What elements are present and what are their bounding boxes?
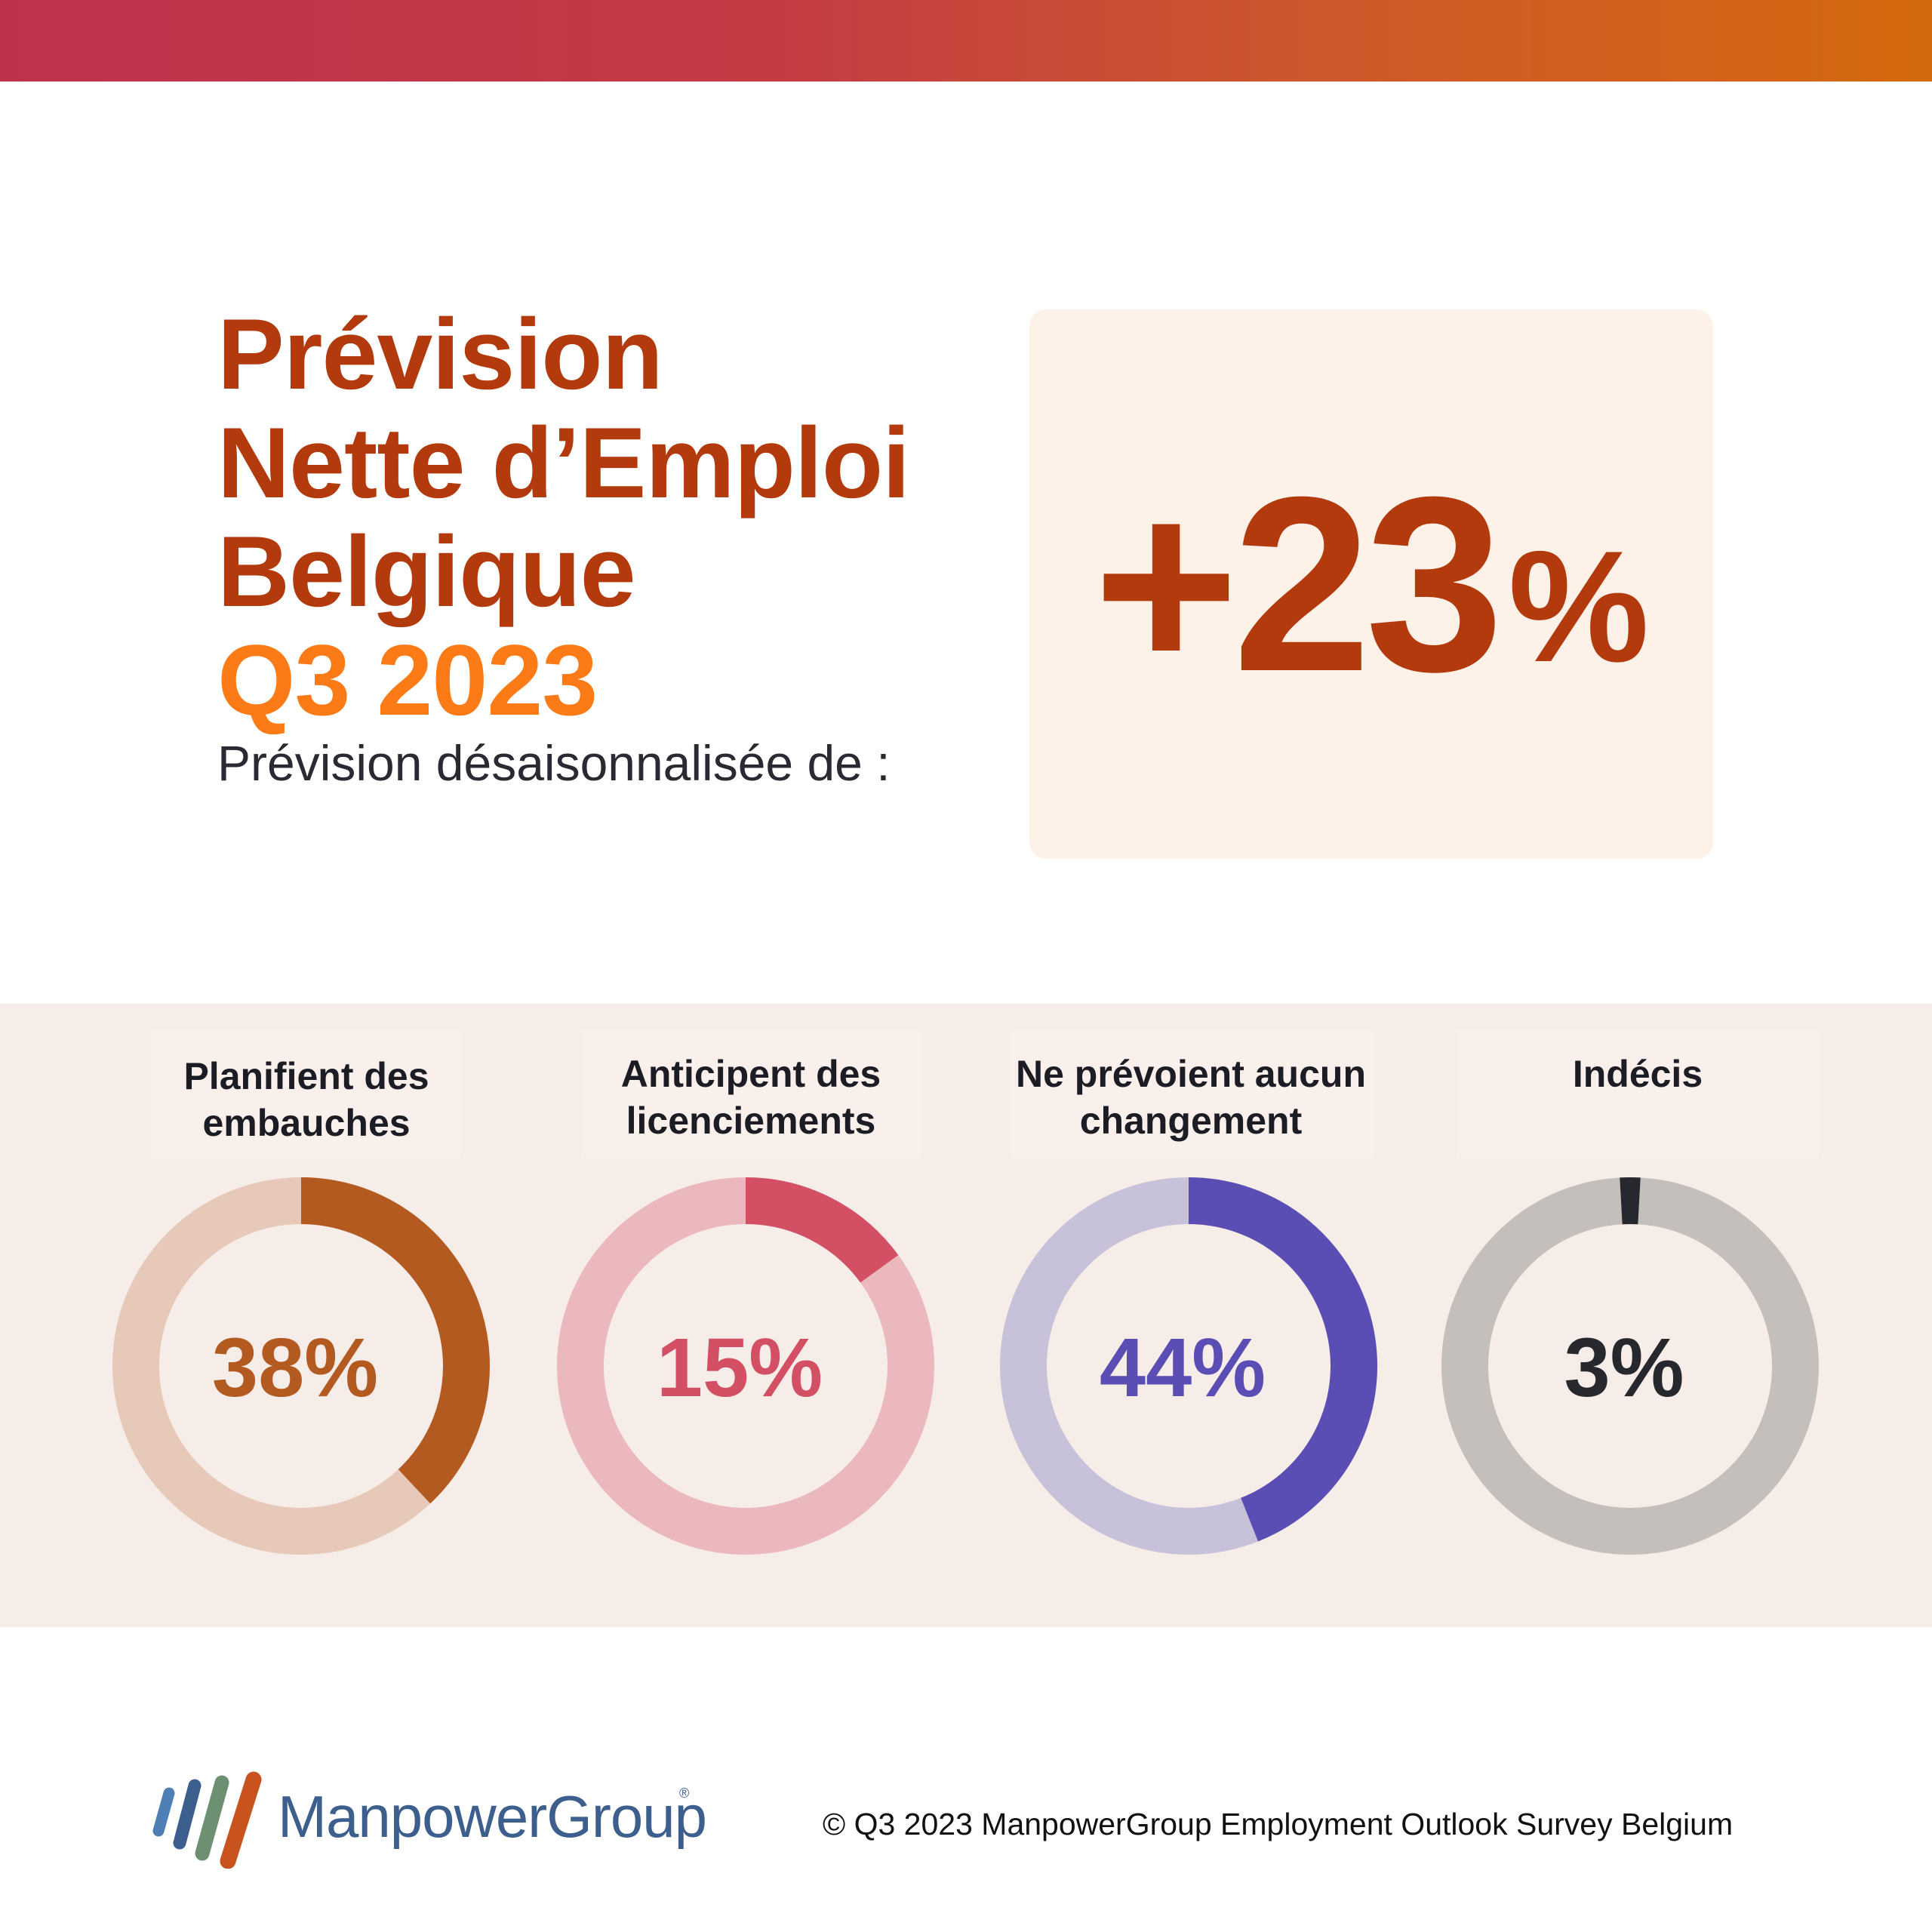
- donut-segment-no-change: [1188, 1177, 1377, 1542]
- top-gradient-bar: [0, 0, 1932, 82]
- label-background-1: [151, 1030, 460, 1158]
- stat-label-no-change-line-1: Ne prévoient aucun: [1016, 1053, 1366, 1095]
- donut-segment-hiring: [300, 1177, 490, 1504]
- headline: Prévision Nette d’Emploi Belgique Q3 202…: [217, 299, 910, 737]
- forecast-unit: %: [1508, 518, 1650, 695]
- stat-label-hiring-line-1: Planifient des: [183, 1055, 429, 1097]
- stat-label-hiring-line-2: embauches: [202, 1102, 411, 1144]
- stat-label-layoffs-line-2: licenciements: [626, 1100, 876, 1142]
- stat-label-hiring: Planifient des embauches: [95, 1053, 518, 1146]
- manpowergroup-logo-icon: [152, 1771, 262, 1869]
- label-background-4: [1457, 1030, 1819, 1158]
- forecast-box: +23%: [1029, 309, 1713, 859]
- donut-value-layoffs: 15%: [657, 1321, 823, 1414]
- stat-label-undecided-line-1: Indécis: [1572, 1053, 1703, 1095]
- stat-label-layoffs: Anticipent des licenciements: [540, 1051, 962, 1144]
- donut-value-no-change: 44%: [1100, 1321, 1266, 1414]
- headline-line-3: Belgique: [217, 516, 636, 628]
- donut-value-undecided: 3%: [1564, 1321, 1684, 1414]
- donut-value-hiring: 38%: [212, 1321, 378, 1414]
- donut-segment-layoffs: [745, 1177, 899, 1284]
- stat-label-layoffs-line-1: Anticipent des: [620, 1053, 881, 1095]
- stat-label-no-change: Ne prévoient aucun changement: [980, 1051, 1402, 1144]
- label-background-2: [581, 1030, 921, 1158]
- stat-label-undecided: Indécis: [1426, 1051, 1849, 1097]
- forecast-number: +23: [1093, 445, 1504, 723]
- brand-registered-mark: ®: [679, 1786, 690, 1801]
- headline-period: Q3 2023: [217, 625, 598, 737]
- headline-line-2: Nette d’Emploi: [217, 408, 910, 519]
- forecast-value: +23%: [1029, 309, 1713, 859]
- copyright-text: © Q3 2023 ManpowerGroup Employment Outlo…: [823, 1807, 1734, 1841]
- stat-label-no-change-line-2: changement: [1079, 1100, 1303, 1142]
- brand-name: ManpowerGroup: [278, 1783, 707, 1850]
- subtitle: Prévision désaisonnalisée de :: [217, 735, 891, 791]
- label-background-3: [1011, 1030, 1374, 1158]
- headline-line-1: Prévision: [217, 299, 663, 411]
